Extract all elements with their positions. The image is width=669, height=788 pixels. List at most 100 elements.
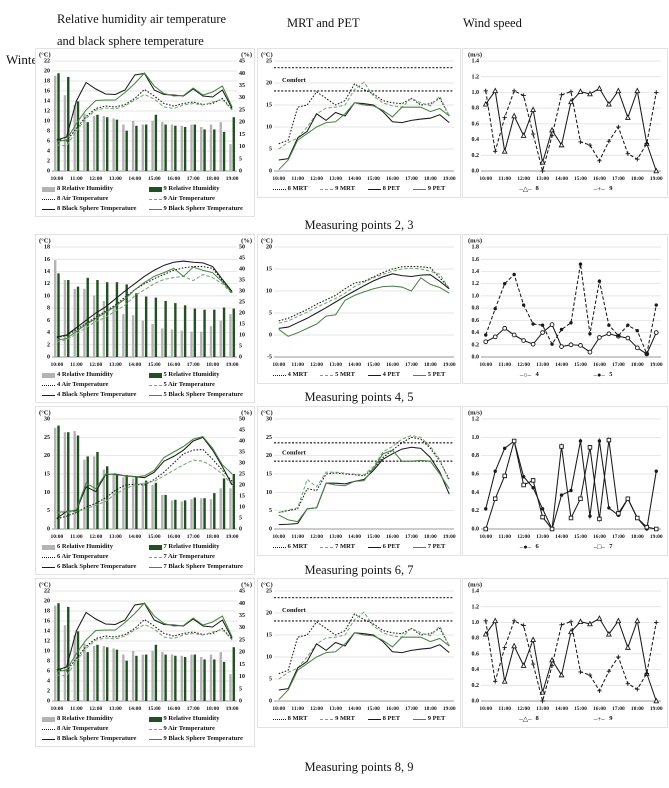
solid-line-swatch-icon	[42, 208, 55, 210]
legend-item: 9 Air Temperature	[148, 724, 252, 734]
legend-item: 6 PET	[367, 542, 401, 552]
legend-label: 8 Black Sphere Temperature	[57, 205, 137, 212]
column-header-line1: Relative humidity air temperature	[57, 12, 227, 26]
square-marker-icon: –□–	[593, 542, 605, 551]
mrt-pet-chart-r4	[259, 580, 459, 714]
solid-line-swatch-icon	[148, 738, 162, 740]
legend-item: 4 MRT	[272, 370, 307, 380]
chart-panel-mrt-pet-r1: 8 MRT 9 MRT 8 PET 9 PET	[257, 48, 461, 198]
legend-label: 4 Black Sphere Temperature	[57, 391, 137, 398]
legend-label: 7 Air Temperature	[163, 553, 215, 560]
chart-legend: 8 MRT 9 MRT 8 PET 9 PET	[258, 184, 460, 197]
chart-panel-wind-r4: –△– 8 –+– 9	[462, 578, 668, 728]
chart-legend: 6 Relative Humidity 6 Air Temperature 6 Bl…	[36, 542, 254, 574]
dashed-line-swatch-icon	[320, 546, 334, 548]
legend-label: 9	[609, 715, 613, 722]
bar-swatch-icon	[42, 544, 55, 550]
chart-legend: 8 Relative Humidity 8 Air Temperature 8 Bl…	[36, 184, 254, 216]
chart-legend: –△– 8 –+– 9	[463, 714, 667, 727]
legend-label: 8	[535, 185, 539, 192]
dashed-line-swatch-icon	[148, 384, 162, 386]
dotted-line-swatch-icon	[42, 728, 55, 730]
legend-item: 7 Relative Humidity	[148, 542, 252, 552]
legend-item: –△– 8	[518, 714, 539, 724]
legend-item: 8 Air Temperature	[42, 724, 145, 734]
dotted-line-swatch-icon	[272, 718, 286, 720]
bar-swatch-icon	[148, 716, 162, 722]
legend-item: 9 PET	[412, 714, 446, 724]
legend-label: 8 MRT	[287, 185, 308, 192]
legend-item: 5 Black Sphere Temperature	[148, 390, 252, 400]
legend-label: 7	[609, 543, 613, 550]
legend-label: 9 PET	[427, 715, 446, 722]
plus-marker-icon: –+–	[593, 714, 605, 723]
legend-item: 9 Air Temperature	[148, 194, 252, 204]
legend-label: 6 Black Sphere Temperature	[57, 563, 137, 570]
column-header-wind-speed: Wind speed	[463, 16, 522, 30]
mrt-pet-chart-r3	[259, 408, 459, 542]
legend-item: 5 MRT	[320, 370, 355, 380]
legend-label: 7 MRT	[335, 543, 355, 550]
wind-speed-chart-r1	[464, 50, 666, 184]
dot-marker-icon: –●–	[519, 542, 532, 551]
chart-panel-wind-r2: –○– 4 –●– 5	[462, 234, 668, 384]
chart-panel-wind-r1: –△– 8 –+– 9	[462, 48, 668, 198]
chart-legend: –○– 4 –●– 5	[463, 370, 667, 383]
solid-line-swatch-icon	[148, 208, 162, 210]
season-label: Winter	[6, 52, 42, 67]
dotted-line-swatch-icon	[42, 384, 55, 386]
legend-item: –●– 6	[518, 542, 539, 552]
wind-speed-chart-r4	[464, 580, 666, 714]
legend-label: 5 MRT	[335, 371, 355, 378]
legend-item: –+– 9	[591, 714, 613, 724]
dotted-line-swatch-icon	[272, 374, 286, 376]
humidity-temperature-chart-r2	[37, 236, 253, 370]
chart-panel-humidity-temp-r1: 8 Relative Humidity 8 Air Temperature 8 Bl…	[35, 48, 255, 217]
dotted-line-swatch-icon	[272, 546, 286, 548]
bar-swatch-icon	[42, 716, 55, 722]
solid-line-swatch-icon	[42, 738, 55, 740]
legend-label: 9 Black Sphere Temperature	[163, 735, 243, 742]
legend-label: 7 PET	[427, 543, 446, 550]
dashed-line-swatch-icon	[148, 556, 162, 558]
dot-marker-icon: –●–	[593, 370, 605, 379]
dotted-line-swatch-icon	[42, 556, 55, 558]
wind-speed-chart-r3	[464, 408, 666, 542]
chart-panel-wind-r3: –●– 6 –□– 7	[462, 406, 668, 556]
legend-label: 8	[535, 715, 539, 722]
chart-panel-mrt-pet-r3: 6 MRT 7 MRT 6 PET 7 PET	[257, 406, 461, 556]
legend-item: 4 PET	[367, 370, 400, 380]
solid-line-swatch-icon	[412, 188, 426, 190]
legend-item: 7 MRT	[320, 542, 355, 552]
legend-label: 9 PET	[427, 185, 446, 192]
circle-marker-icon: –○–	[519, 370, 532, 379]
chart-panel-mrt-pet-r4: 8 MRT 9 MRT 8 PET 9 PET	[257, 578, 461, 728]
legend-item: 4 Air Temperature	[42, 380, 145, 390]
solid-line-swatch-icon	[367, 188, 381, 190]
legend-item: 4 Relative Humidity	[42, 370, 145, 380]
legend-label: 6 Air Temperature	[57, 553, 109, 560]
legend-item: 5 Air Temperature	[148, 380, 252, 390]
solid-line-swatch-icon	[367, 374, 381, 376]
legend-item: 5 Relative Humidity	[148, 370, 252, 380]
legend-item: 7 PET	[412, 542, 446, 552]
legend-label: 9 Air Temperature	[163, 195, 215, 202]
legend-item: 7 Air Temperature	[148, 552, 252, 562]
legend-item: 9 Relative Humidity	[148, 714, 252, 724]
dashed-line-swatch-icon	[148, 198, 162, 200]
legend-label: 6 PET	[382, 543, 401, 550]
legend-label: 7 Relative Humidity	[163, 543, 220, 550]
solid-line-swatch-icon	[412, 374, 426, 376]
legend-label: 8 Black Sphere Temperature	[57, 735, 137, 742]
row-caption: Measuring points 4, 5	[304, 390, 414, 404]
solid-line-swatch-icon	[367, 546, 381, 548]
legend-label: 8 Relative Humidity	[57, 715, 113, 722]
legend-item: 6 Air Temperature	[42, 552, 145, 562]
solid-line-swatch-icon	[42, 566, 55, 568]
chart-panel-mrt-pet-r2: 4 MRT 5 MRT 4 PET 5 PET	[257, 234, 461, 384]
legend-item: 9 Relative Humidity	[148, 184, 252, 194]
legend-label: 6 Relative Humidity	[57, 543, 113, 550]
legend-item: 6 Relative Humidity	[42, 542, 145, 552]
legend-item: 9 Black Sphere Temperature	[148, 204, 252, 214]
